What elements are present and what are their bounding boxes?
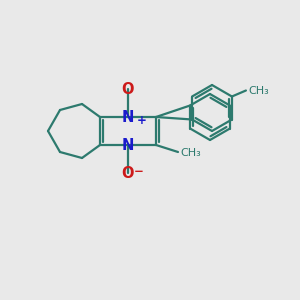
Text: CH₃: CH₃ bbox=[180, 148, 201, 158]
Text: O: O bbox=[122, 166, 134, 181]
Text: CH₃: CH₃ bbox=[248, 85, 269, 95]
Text: N: N bbox=[122, 110, 134, 124]
Text: −: − bbox=[134, 164, 144, 178]
Text: N: N bbox=[122, 137, 134, 152]
Text: O: O bbox=[122, 82, 134, 97]
Text: +: + bbox=[137, 115, 147, 128]
